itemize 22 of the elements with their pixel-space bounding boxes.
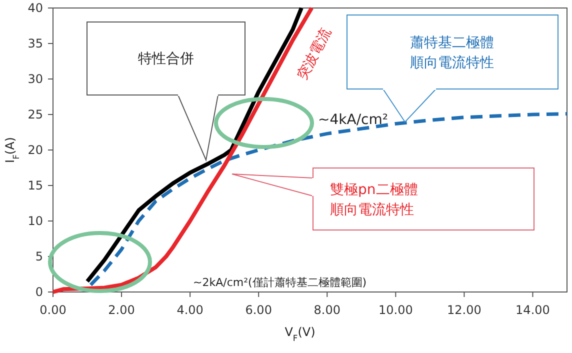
y-tick-label: 10 xyxy=(28,214,43,228)
annotation: 雙極pn二極體 xyxy=(330,182,418,198)
y-tick-label: 40 xyxy=(28,1,43,15)
y-tick-label: 15 xyxy=(28,178,43,192)
x-tick-label: 4.00 xyxy=(176,303,204,317)
x-tick-label: 6.00 xyxy=(245,303,272,317)
y-tick-label: 0 xyxy=(35,285,43,299)
x-tick-label: 2.00 xyxy=(108,303,135,317)
x-tick-label: 12.00 xyxy=(447,303,482,317)
annotation: 特性合併 xyxy=(138,51,194,67)
x-tick-label: 10.00 xyxy=(378,303,413,317)
y-tick-label: 30 xyxy=(28,72,43,86)
x-tick-label: 14.00 xyxy=(516,303,550,317)
line-series xyxy=(88,112,569,287)
annotation: 蕭特基二極體 xyxy=(410,35,494,51)
y-tick-label: 20 xyxy=(28,143,43,157)
y-tick-label: 35 xyxy=(28,36,43,50)
x-tick-label: 8.00 xyxy=(314,303,340,317)
x-axis-title: V$_{F}$(V) xyxy=(284,325,316,343)
y-tick-label: 25 xyxy=(28,108,43,122)
y-tick-label: 5 xyxy=(35,250,43,264)
x-tick-label: 0.00 xyxy=(40,303,66,317)
